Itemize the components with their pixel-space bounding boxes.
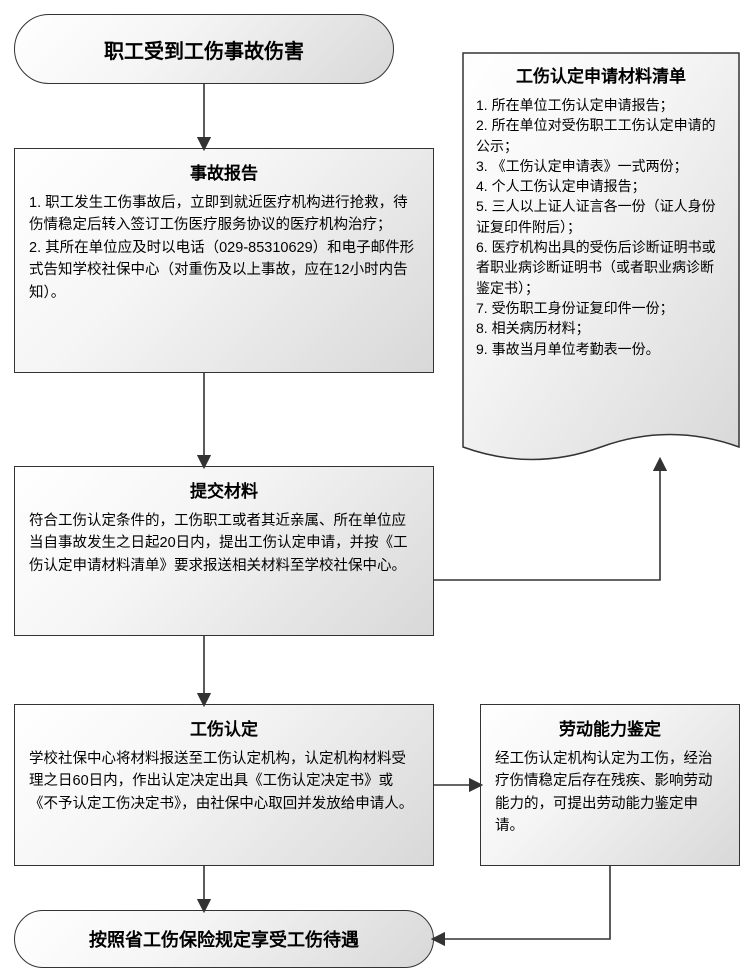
node-start-title: 职工受到工伤事故伤害	[104, 35, 304, 64]
node-report-body: 1. 职工发生工伤事故后，立即到就近医疗机构进行抢救，待伤情稳定后转入签订工伤医…	[29, 192, 419, 304]
node-report-title: 事故报告	[29, 159, 419, 184]
edge-submit-to-materials	[434, 460, 660, 580]
node-materials-body: 1. 所在单位工伤认定申请报告；2. 所在单位对受伤职工工伤认定申请的公示；3.…	[476, 95, 726, 359]
node-end: 按照省工伤保险规定享受工伤待遇	[14, 910, 434, 968]
node-identify-body: 学校社保中心将材料报送至工伤认定机构，认定机构材料受理之日60日内，作出认定决定…	[29, 748, 419, 815]
node-submit: 提交材料 符合工伤认定条件的，工伤职工或者其近亲属、所在单位应当自事故发生之日起…	[14, 466, 434, 636]
node-submit-title: 提交材料	[29, 477, 419, 502]
node-identify: 工伤认定 学校社保中心将材料报送至工伤认定机构，认定机构材料受理之日60日内，作…	[14, 704, 434, 866]
edge-appraisal-to-end	[434, 866, 610, 939]
node-appraisal: 劳动能力鉴定 经工伤认定机构认定为工伤，经治疗伤情稳定后存在残疾、影响劳动能力的…	[480, 704, 740, 866]
node-report: 事故报告 1. 职工发生工伤事故后，立即到就近医疗机构进行抢救，待伤情稳定后转入…	[14, 148, 434, 373]
node-end-title: 按照省工伤保险规定享受工伤待遇	[89, 926, 359, 952]
node-materials-title: 工伤认定申请材料清单	[476, 62, 726, 87]
node-materials: 工伤认定申请材料清单 1. 所在单位工伤认定申请报告；2. 所在单位对受伤职工工…	[462, 52, 740, 472]
node-identify-title: 工伤认定	[29, 715, 419, 740]
node-submit-body: 符合工伤认定条件的，工伤职工或者其近亲属、所在单位应当自事故发生之日起20日内，…	[29, 510, 419, 577]
node-start: 职工受到工伤事故伤害	[14, 14, 394, 84]
node-appraisal-title: 劳动能力鉴定	[495, 715, 725, 740]
node-appraisal-body: 经工伤认定机构认定为工伤，经治疗伤情稳定后存在残疾、影响劳动能力的，可提出劳动能…	[495, 748, 725, 838]
